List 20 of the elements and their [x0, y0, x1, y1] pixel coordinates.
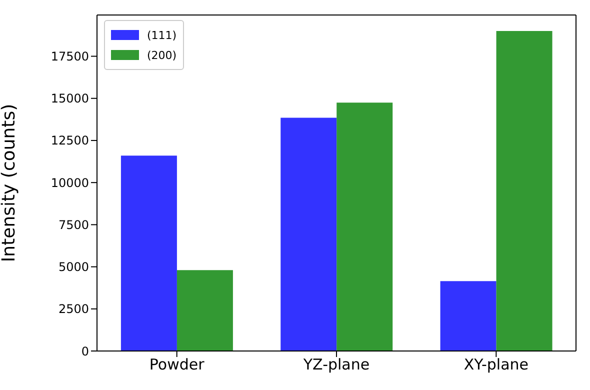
bar — [496, 31, 552, 351]
y-tick-label: 5000 — [58, 260, 89, 274]
bar — [176, 270, 233, 351]
y-tick-label: 2500 — [58, 302, 89, 316]
y-tick-label: 15000 — [50, 92, 89, 106]
bar — [440, 281, 496, 351]
x-tick-label: Powder — [149, 356, 206, 374]
y-tick-label: 12500 — [50, 134, 89, 148]
bar — [336, 102, 393, 351]
legend-label: (200) — [147, 48, 177, 62]
y-tick-label: 17500 — [50, 50, 89, 64]
y-tick-label: 10000 — [50, 176, 89, 190]
legend-label: (111) — [147, 28, 177, 42]
y-tick-label: 7500 — [58, 218, 89, 232]
bar — [120, 156, 177, 351]
y-axis-title: Intensity (counts) — [0, 104, 20, 262]
y-tick-label: 0 — [81, 344, 89, 358]
x-tick-label: YZ-plane — [302, 356, 370, 374]
bar — [280, 118, 337, 351]
x-tick-label: XY-plane — [464, 356, 529, 374]
